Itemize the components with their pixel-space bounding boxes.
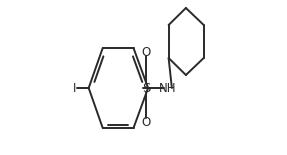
Text: O: O — [141, 46, 150, 58]
Text: O: O — [141, 115, 150, 128]
Text: S: S — [142, 82, 150, 95]
Text: I: I — [73, 82, 76, 95]
Text: NH: NH — [159, 82, 176, 95]
